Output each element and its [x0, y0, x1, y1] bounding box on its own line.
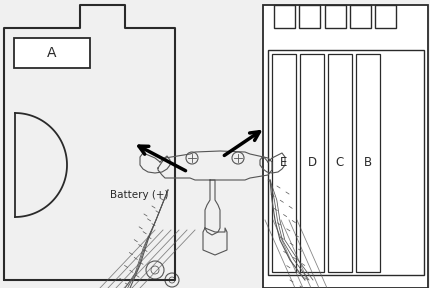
Bar [349, 5, 370, 28]
Text: B: B [363, 156, 371, 170]
Bar [324, 5, 345, 28]
Text: C: C [335, 156, 343, 170]
Bar [267, 50, 423, 275]
Bar [271, 54, 295, 272]
Bar [262, 5, 427, 288]
Bar [299, 54, 323, 272]
Bar [355, 54, 379, 272]
Bar [273, 5, 294, 28]
Bar [298, 5, 319, 28]
Bar [374, 5, 395, 28]
Text: D: D [307, 156, 316, 170]
Bar [14, 38, 90, 68]
Text: Battery (+): Battery (+) [110, 190, 168, 200]
Bar [327, 54, 351, 272]
Text: E: E [280, 156, 287, 170]
Text: A: A [47, 46, 57, 60]
